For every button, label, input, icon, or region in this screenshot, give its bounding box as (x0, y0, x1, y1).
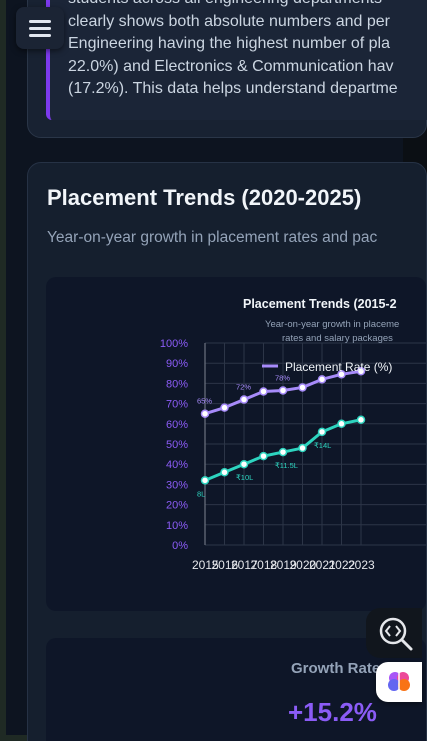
insight-line: students across all engineering departme… (68, 0, 408, 11)
x-tick-label: 2017 (231, 558, 258, 572)
y-tick-label: 40% (166, 459, 188, 471)
insight-quote (46, 0, 427, 120)
data-point (278, 447, 288, 457)
data-point (278, 386, 288, 395)
chart-subtitle: Year-on-year growth in placeme (265, 319, 399, 330)
data-point (317, 375, 327, 384)
data-point (317, 427, 327, 437)
data-point (356, 415, 366, 425)
data-point (298, 443, 307, 453)
y-tick-label: 100% (160, 338, 188, 350)
insight-line: Engineering having the highest number of… (68, 35, 390, 52)
data-point (239, 459, 249, 469)
x-tick-label: 2020 (290, 558, 317, 572)
x-tick-label: 2019 (270, 558, 297, 572)
brain-icon[interactable] (376, 662, 422, 702)
growth-rate-card (46, 638, 426, 741)
code-search-icon[interactable] (366, 608, 422, 658)
data-point (356, 367, 366, 376)
y-tick-label: 0% (172, 540, 188, 552)
x-tick-label: 2021 (309, 558, 336, 572)
y-tick-label: 80% (166, 378, 188, 390)
chart-title: Placement Trends (2015-2 (243, 297, 397, 311)
y-tick-label: 60% (166, 419, 188, 431)
data-point (220, 468, 229, 477)
data-point (259, 387, 268, 396)
hamburger-menu-icon[interactable] (16, 7, 64, 49)
data-point (200, 409, 210, 418)
x-tick-label: 2015 (192, 558, 219, 572)
data-point (239, 395, 249, 404)
growth-rate-label: Growth Rate (291, 660, 381, 677)
insight-line: clearly shows both absolute numbers and … (68, 12, 390, 30)
data-label: 72% (236, 383, 251, 392)
data-label: ₹10L (236, 473, 253, 482)
data-label: 8L (197, 489, 205, 498)
x-tick-label: 2023 (348, 558, 375, 572)
x-tick-label: 2022 (329, 558, 356, 572)
data-label: 65% (197, 397, 212, 406)
insight-line: 22.0%) and Electronics & Communication h… (68, 57, 394, 75)
x-tick-label: 2016 (212, 558, 239, 572)
insight-line: (17.2%). This data helps understand depa… (68, 80, 398, 97)
chart-subtitle: rates and salary packages (282, 333, 393, 344)
chart-container: 0% 10% 20% 30% 40% 50% 60% 70% 80% 90% 100% 2015 201… (46, 277, 426, 611)
section-subtitle: Year-on-year growth in placement rates a… (47, 229, 378, 246)
data-point (337, 370, 346, 379)
data-point (220, 403, 229, 412)
data-point (337, 419, 346, 429)
y-tick-label: 20% (166, 500, 188, 512)
growth-rate-value: +15.2% (288, 697, 377, 727)
data-point (200, 476, 210, 485)
legend-label: Placement Rate (%) (285, 360, 392, 374)
data-label: ₹11.5L (275, 461, 298, 470)
x-tick-label: 2018 (251, 558, 278, 572)
data-label: ₹14L (314, 441, 331, 450)
insight-text: students across all engineering departme… (68, 0, 408, 101)
y-tick-label: 10% (166, 520, 188, 532)
data-label: 78% (275, 373, 290, 382)
y-tick-label: 90% (166, 358, 188, 370)
data-point (298, 383, 307, 392)
data-point (259, 451, 268, 461)
y-tick-label: 50% (166, 439, 188, 451)
y-tick-label: 70% (166, 399, 188, 411)
section-title: Placement Trends (2020-2025) (47, 185, 362, 210)
y-tick-label: 30% (166, 479, 188, 491)
placement-trend-chart: 0%10%20%30%40%50%60%70%80%90%100%2015201… (160, 297, 426, 572)
